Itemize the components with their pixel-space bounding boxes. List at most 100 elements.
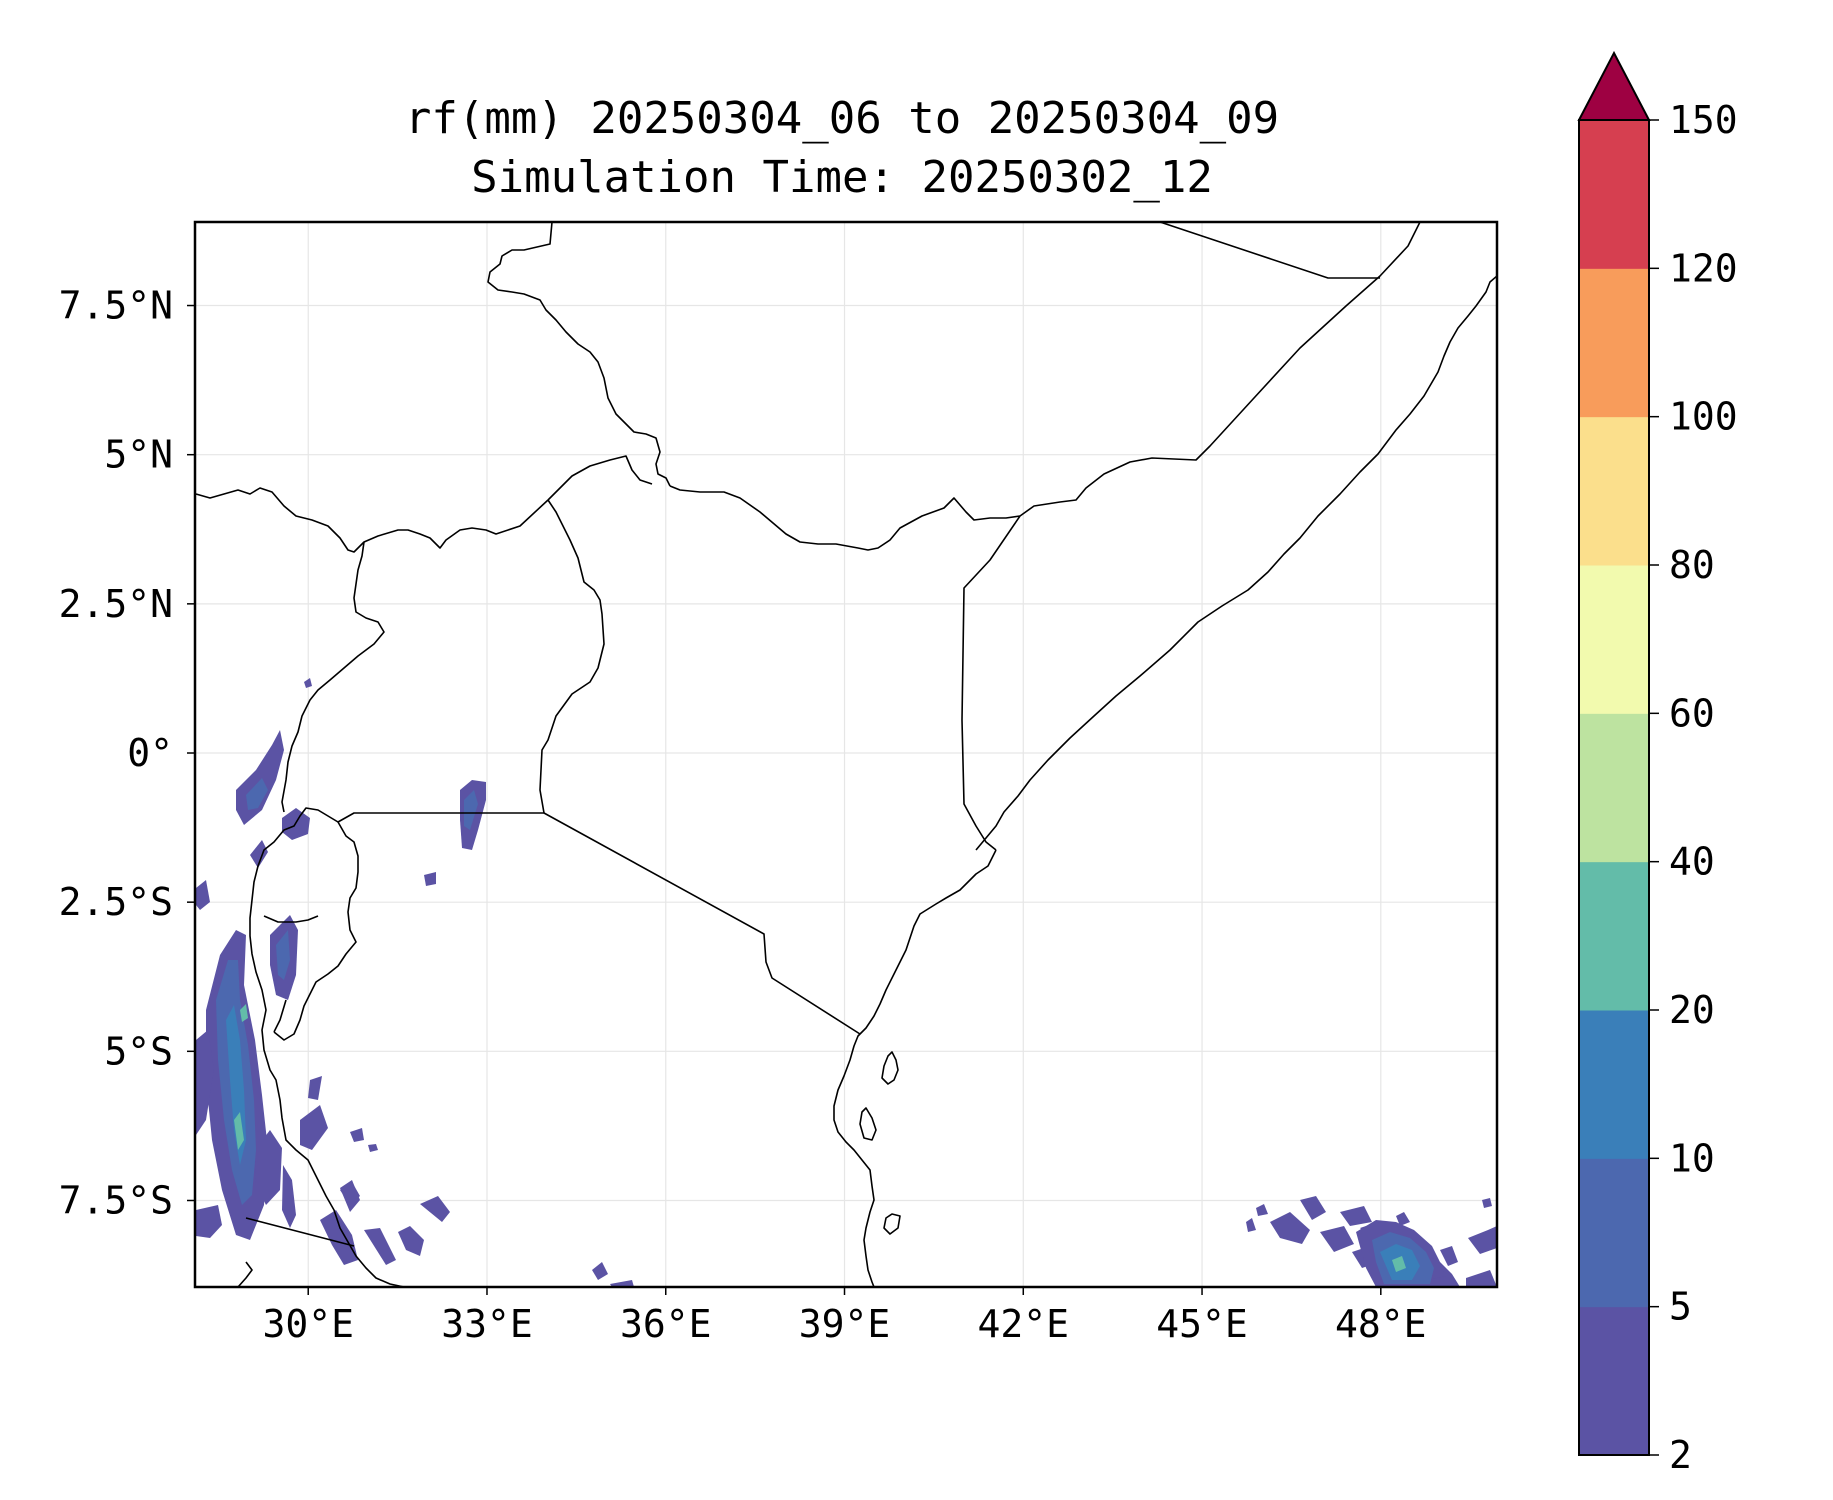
rain-patch [234, 1112, 244, 1150]
colorbar-bin [1579, 1306, 1649, 1456]
rain-patch [364, 1228, 396, 1265]
border-line [195, 487, 549, 553]
rain-patch [340, 1182, 360, 1205]
border-line [1019, 222, 1421, 517]
map-background [195, 222, 1497, 1287]
rain-patch [196, 1205, 222, 1238]
rain-patch [420, 1196, 450, 1222]
colorbar-tick-label: 5 [1669, 1285, 1692, 1329]
border-line [487, 222, 671, 487]
border-line [237, 1261, 253, 1287]
border-line [273, 821, 359, 1041]
rain-patch [1340, 1206, 1372, 1226]
rain-patch [1320, 1226, 1354, 1252]
border-line [1159, 222, 1380, 279]
rain-patch [300, 1105, 328, 1150]
lon-tick-label: 36°E [620, 1302, 712, 1346]
rain-patch [592, 1262, 608, 1280]
colorbar-tick-label: 150 [1669, 98, 1738, 142]
rain-patch [255, 1130, 282, 1205]
rain-patch [1396, 1212, 1410, 1226]
rain-patch [368, 1144, 378, 1152]
lon-tick-label: 45°E [1156, 1302, 1248, 1346]
rain-patch [424, 872, 436, 886]
lat-tick-label: 2.5°N [59, 582, 173, 626]
lon-tick-label: 30°E [262, 1302, 354, 1346]
lat-tick-label: 2.5°S [59, 880, 173, 924]
map-panel: 30°E 33°E 36°E 39°E 42°E 45°E 48°E 7.5°N 5°N 2.5… [59, 220, 1499, 1346]
rain-patch [250, 840, 268, 868]
rain-patch [464, 790, 478, 830]
rain-patch [1246, 1218, 1256, 1232]
colorbar: 2 5 10 20 40 60 80 100 120 150 [1577, 50, 1738, 1477]
figure-title-line2: Simulation Time: 20250302_12 [471, 152, 1213, 203]
colorbar-extend-triangle [1577, 50, 1651, 121]
lon-tick-label: 33°E [441, 1302, 533, 1346]
border-line [245, 1217, 355, 1247]
border-line [543, 812, 861, 1035]
latitude-ticks: 7.5°N 5°N 2.5°N 0° 2.5°S 5°S 7.5°S [59, 284, 195, 1222]
colorbar-tick-label: 20 [1669, 988, 1715, 1032]
rain-patch [246, 778, 268, 810]
rain-patch [1466, 1270, 1497, 1287]
colorbar-tick-label: 40 [1669, 840, 1715, 884]
border-line [281, 541, 385, 813]
lon-tick-label: 39°E [799, 1302, 891, 1346]
rain-patch [196, 880, 210, 910]
border-line [249, 807, 544, 1287]
colorbar-bin [1579, 1010, 1649, 1159]
colorbar-tick-label: 100 [1669, 395, 1738, 439]
longitude-ticks: 30°E 33°E 36°E 39°E 42°E 45°E 48°E [262, 1287, 1427, 1346]
colorbar-tick-label: 60 [1669, 691, 1715, 735]
country-borders [195, 222, 1497, 1287]
rain-patch [276, 930, 290, 980]
map-frame [193, 220, 1499, 1289]
rain-patch [1440, 1246, 1458, 1266]
gridlines [195, 222, 1497, 1287]
rain-patch [308, 1076, 322, 1100]
rain-patch [1300, 1196, 1326, 1220]
figure-title-line1: rf(mm) 20250304_06 to 20250304_09 [405, 93, 1279, 144]
colorbar-frame [1578, 119, 1650, 1456]
rain-patch [1392, 1256, 1406, 1272]
rain-patch [320, 1210, 358, 1265]
rain-patch [1468, 1226, 1497, 1254]
colorbar-bin [1579, 416, 1649, 566]
border-line [263, 915, 319, 923]
colorbar-tick-label: 2 [1669, 1433, 1692, 1477]
colorbar-tick-label: 120 [1669, 246, 1738, 290]
border-line [273, 999, 287, 1033]
colorbar-tick-label: 10 [1669, 1136, 1715, 1180]
rainfall-contours [196, 678, 1497, 1287]
colorbar-bin [1579, 268, 1649, 418]
island-outline [883, 1213, 901, 1235]
colorbar-bin [1579, 120, 1649, 269]
colorbar-tick-label: 80 [1669, 543, 1715, 587]
rain-patch [1270, 1212, 1310, 1244]
border-line [669, 485, 1021, 551]
coastline [975, 275, 1497, 851]
lat-tick-label: 5°N [104, 433, 173, 477]
rain-patch [240, 1004, 248, 1022]
rain-patch [1482, 1198, 1492, 1208]
rain-patch [196, 1030, 214, 1135]
rain-patch [1256, 1204, 1268, 1216]
colorbar-bin [1579, 565, 1649, 714]
lon-tick-label: 48°E [1335, 1302, 1427, 1346]
lat-tick-label: 5°S [104, 1029, 173, 1073]
rain-patch [610, 1280, 634, 1287]
rain-patch [350, 1128, 364, 1142]
island-outline [859, 1107, 877, 1141]
colorbar-bin [1579, 861, 1649, 1011]
rain-patch [282, 1165, 296, 1228]
border-line [547, 455, 653, 501]
border-line [961, 515, 1021, 851]
colorbar-bin [1579, 713, 1649, 863]
border-line [539, 499, 605, 814]
coastline [833, 849, 997, 1287]
lat-tick-label: 0° [127, 731, 173, 775]
lon-tick-label: 42°E [978, 1302, 1070, 1346]
lat-tick-label: 7.5°S [59, 1178, 173, 1222]
island-outline [881, 1051, 899, 1085]
